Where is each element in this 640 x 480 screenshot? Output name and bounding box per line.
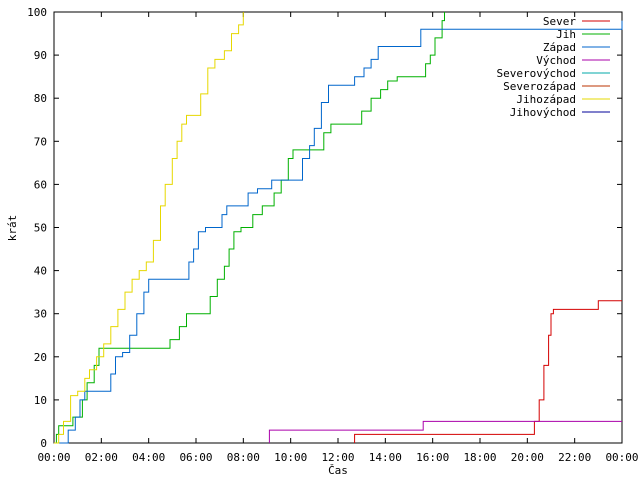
x-tick-label: 06:00 bbox=[179, 451, 212, 464]
y-tick-label: 40 bbox=[34, 265, 47, 278]
legend-label: Sever bbox=[543, 15, 576, 28]
y-tick-label: 0 bbox=[40, 437, 47, 450]
x-tick-label: 10:00 bbox=[274, 451, 307, 464]
legend-label: Severovýchod bbox=[497, 67, 576, 80]
plot-series bbox=[54, 12, 623, 444]
series-line-Jihozápad bbox=[54, 12, 244, 444]
y-tick-label: 10 bbox=[34, 394, 47, 407]
x-tick-label: 14:00 bbox=[369, 451, 402, 464]
legend-label: Jih bbox=[556, 28, 576, 41]
x-tick-label: 04:00 bbox=[132, 451, 165, 464]
y-tick-label: 70 bbox=[34, 135, 47, 148]
series-line-Jih bbox=[54, 12, 445, 444]
series-line-Západ bbox=[54, 20, 623, 444]
y-tick-label: 20 bbox=[34, 351, 47, 364]
legend: SeverJihZápadVýchodSeverovýchodSeverozáp… bbox=[497, 15, 610, 119]
x-axis: 00:00 02:00 04:00 06:00 08:00 10:00 12:00 14:00… bbox=[37, 12, 639, 464]
y-tick-label: 80 bbox=[34, 92, 47, 105]
series-line-Východ bbox=[268, 420, 622, 443]
x-axis-label: Čas bbox=[328, 464, 348, 477]
legend-label: Východ bbox=[536, 54, 576, 67]
series-line-Sever bbox=[354, 300, 622, 443]
x-tick-label: 18:00 bbox=[463, 451, 496, 464]
y-axis: 0 10 20 30 40 50 60 70 80 90 100 bbox=[27, 6, 622, 450]
x-tick-label: 02:00 bbox=[85, 451, 118, 464]
y-tick-label: 100 bbox=[27, 6, 47, 19]
x-tick-label: 22:00 bbox=[558, 451, 591, 464]
y-tick-label: 30 bbox=[34, 308, 47, 321]
y-tick-label: 50 bbox=[34, 222, 47, 235]
x-tick-label: 20:00 bbox=[511, 451, 544, 464]
y-axis-label: krát bbox=[6, 215, 19, 242]
x-tick-label: 00:00 bbox=[605, 451, 638, 464]
x-tick-label: 16:00 bbox=[416, 451, 449, 464]
x-tick-label: 08:00 bbox=[227, 451, 260, 464]
legend-label: Jihozápad bbox=[516, 93, 576, 106]
legend-label: Jihovýchod bbox=[510, 106, 576, 119]
legend-label: Západ bbox=[543, 41, 576, 54]
y-tick-label: 90 bbox=[34, 49, 47, 62]
x-tick-label: 12:00 bbox=[321, 451, 354, 464]
y-tick-label: 60 bbox=[34, 178, 47, 191]
legend-label: Severozápad bbox=[503, 80, 576, 93]
x-tick-label: 00:00 bbox=[37, 451, 70, 464]
